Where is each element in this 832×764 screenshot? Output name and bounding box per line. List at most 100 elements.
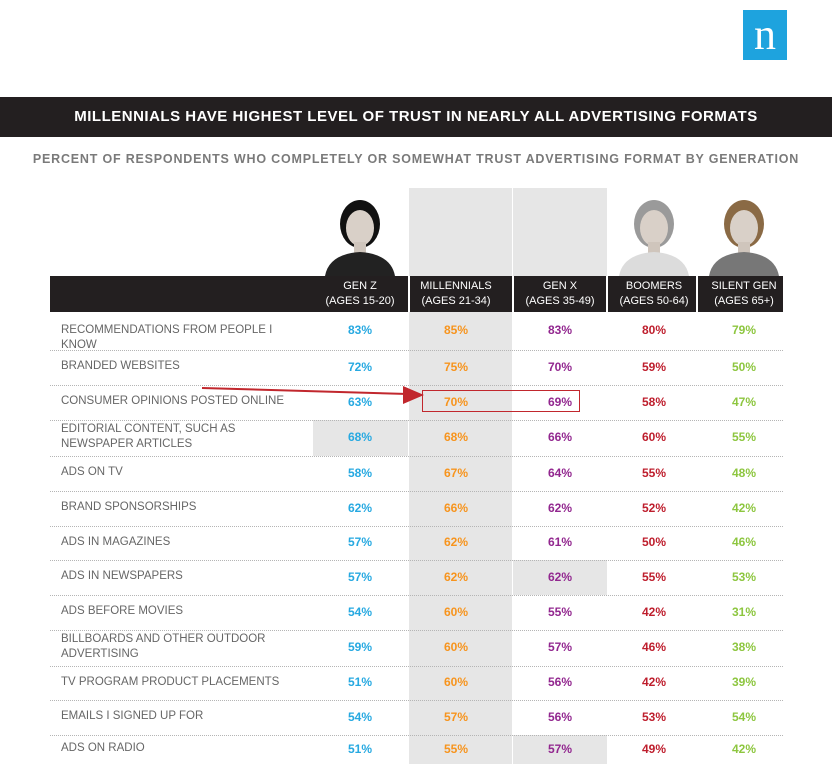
row-divider [50,420,783,421]
row-label: ADS BEFORE MOVIES [61,605,184,617]
value-cell: 68% [443,430,469,444]
row-label: ADS IN MAGAZINES [61,535,171,548]
row-label: ADS ON RADIO [61,742,145,754]
value-cell: 69% [547,394,573,409]
row-divider [50,456,783,457]
row-label: ADS IN NEWSPAPERS [61,570,183,582]
row-divider [50,385,783,386]
value-cell: 48% [731,465,757,480]
header-separator [606,276,608,312]
value-cell: 42% [641,675,667,689]
value-cell: 50% [731,359,757,374]
gen-x-radio-shade [513,735,607,764]
value-cell: 59% [641,359,667,374]
value-cell: 53% [731,569,757,584]
value-cell: 58% [347,465,373,480]
value-cell: 61% [547,535,573,549]
value-cell: 58% [641,394,667,409]
column-header-name: GEN X [542,280,578,292]
chart-title: MILLENNIALS HAVE HIGHEST LEVEL OF TRUST … [0,97,832,137]
value-cell: 51% [347,675,373,689]
row-divider [50,630,783,631]
value-cell: 54% [347,709,373,724]
value-cell: 80% [641,323,667,337]
highlight-box [422,390,580,412]
value-cell: 60% [443,604,469,619]
value-cell: 57% [347,535,373,549]
column-header-bar: GEN Z (AGES 15-20) MILLENNIALS (AGES 21-34)… [50,276,783,312]
row-label: BRANDED WEBSITES [61,360,180,372]
row-divider [50,666,783,667]
row-label: RECOMMENDATIONS FROM PEOPLE I KNOW [61,323,273,351]
value-cell: 62% [547,569,573,584]
value-cell: 42% [641,604,667,619]
gen-x-portrait-shade [513,188,607,276]
column-header-ages: (AGES 50-64) [619,295,689,307]
value-cell: 64% [547,465,573,480]
value-cell: 49% [641,741,667,756]
column-header-silent-gen: SILENT GEN (AGES 65+) [697,276,791,312]
value-cell: 72% [347,359,373,374]
value-cell: 55% [641,465,667,480]
value-cell: 57% [547,741,573,756]
value-cell: 62% [347,500,373,515]
value-cell: 55% [443,741,469,756]
value-cell: 79% [731,323,757,337]
gen-z-editorial-shade [313,420,408,456]
value-cell: 75% [443,359,469,374]
column-header-gen-x: GEN X (AGES 35-49) [513,276,607,312]
value-cell: 42% [731,741,757,756]
column-header-ages: (AGES 21-34) [421,295,491,307]
value-cell: 50% [641,535,667,549]
gen-x-newspapers-shade [513,560,607,595]
row-divider [50,700,783,701]
column-header-gen-z: GEN Z (AGES 15-20) [313,276,407,312]
value-cell: 70% [443,394,469,409]
row-label: EDITORIAL CONTENT, SUCH AS NEWSPAPER ART… [61,423,236,450]
row-divider [50,491,783,492]
value-cell: 59% [347,640,373,654]
value-cell: 47% [731,394,757,409]
value-cell: 62% [443,569,469,584]
value-cell: 83% [347,323,373,337]
chart-subtitle: PERCENT OF RESPONDENTS WHO COMPLETELY OR… [32,152,800,166]
value-cell: 57% [547,640,573,654]
value-cell: 62% [547,500,573,515]
portrait-silent-gen [697,188,791,276]
header-separator [696,276,698,312]
column-header-boomers: BOOMERS (AGES 50-64) [607,276,701,312]
nielsen-logo: n [743,10,787,60]
column-header-millennials: MILLENNIALS (AGES 21-34) [409,276,503,312]
row-divider [50,350,783,351]
column-header-name: GEN Z [343,280,377,292]
row-label: BILLBOARDS AND OTHER OUTDOOR ADVERTISING [61,633,266,660]
value-cell: 57% [443,709,469,724]
value-cell: 51% [347,741,373,756]
value-cell: 54% [347,604,373,619]
row-divider [50,595,783,596]
value-cell: 55% [547,604,573,619]
value-cell: 63% [347,394,373,409]
row-divider [50,735,783,736]
column-header-ages: (AGES 35-49) [525,295,595,307]
value-cell: 85% [443,323,469,337]
row-label: EMAILS I SIGNED UP FOR [61,710,204,722]
column-header-name: SILENT GEN [711,280,777,292]
portrait-gen-z [313,188,407,276]
column-header-name: BOOMERS [625,280,683,292]
value-cell: 66% [443,500,469,515]
value-cell: 60% [443,675,469,689]
row-divider [50,560,783,561]
value-cell: 56% [547,709,573,724]
value-cell: 66% [547,430,573,444]
value-cell: 38% [731,640,757,654]
value-cell: 54% [731,709,757,724]
portrait-boomers [607,188,701,276]
value-cell: 39% [731,675,757,689]
row-label: ADS ON TV [61,466,123,478]
value-cell: 53% [641,709,667,724]
value-cell: 46% [731,535,757,549]
header-separator [512,276,514,312]
red-arrow-icon [201,386,424,404]
value-cell: 67% [443,465,469,480]
